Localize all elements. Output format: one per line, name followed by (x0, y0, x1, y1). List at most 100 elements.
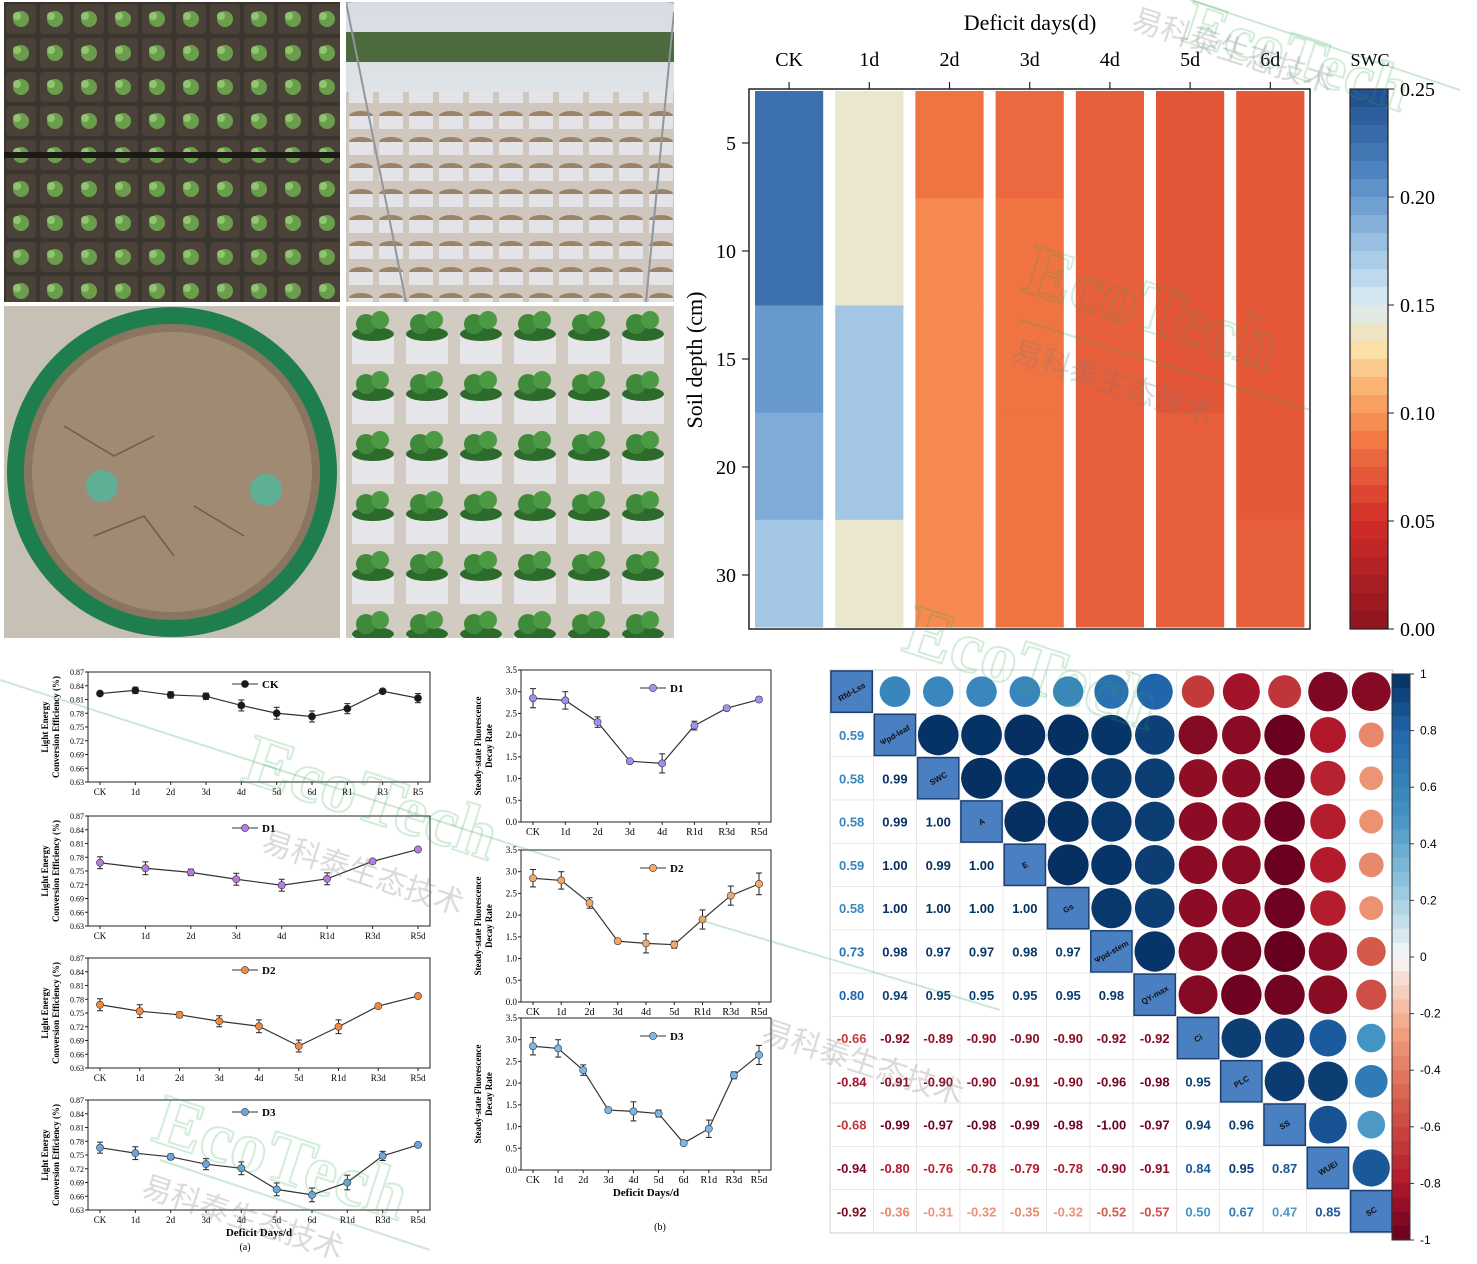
corr-value: 0.94 (1185, 1118, 1211, 1133)
corr-circle (1178, 759, 1218, 798)
corr-value: -0.92 (837, 1204, 867, 1219)
corr-colorbar-segment (1392, 702, 1410, 717)
subplot-ytick-label: 3.5 (506, 665, 518, 675)
subplot-xtick-label: 5d (272, 787, 282, 797)
heatmap-cell (1156, 91, 1225, 199)
heatmap-cell (915, 198, 984, 306)
colorbar-segment (1350, 89, 1388, 108)
subplot-ytick-label: 0.78 (70, 853, 84, 862)
corr-colorbar-label: -1 (1420, 1233, 1431, 1247)
corr-value: -0.99 (880, 1118, 910, 1133)
colorbar-segment (1350, 377, 1388, 396)
corr-colorbar-segment (1392, 1013, 1410, 1029)
swc-heatmap-panel: Deficit days(d) CK 1d 2d 3d 4d 5d 6d 5 10 15 20 30… (680, 0, 1475, 641)
subplot-xtick-label: CK (94, 931, 107, 941)
corr-circle (1268, 675, 1302, 709)
corr-value: -0.78 (967, 1161, 997, 1176)
colorbar-segment (1350, 431, 1388, 450)
subplot-xtick-label: 2d (186, 931, 196, 941)
corr-value: -0.90 (1097, 1161, 1127, 1176)
corr-circle (961, 714, 1002, 756)
heatmap-cell (755, 198, 824, 306)
data-point (529, 1042, 537, 1051)
subplot-ytick-label: 0.0 (506, 1165, 518, 1175)
corr-circle (1357, 1110, 1386, 1139)
corr-circle (923, 676, 954, 707)
data-point (237, 1164, 246, 1173)
colorbar-segment (1350, 341, 1388, 360)
data-point (215, 1017, 224, 1026)
corr-colorbar-label: 0.6 (1420, 780, 1437, 794)
corr-circle (1091, 714, 1132, 756)
heatmap-cell (755, 305, 824, 414)
corr-value: -0.92 (1140, 1031, 1170, 1046)
corr-value: 0.58 (839, 771, 864, 786)
subplot-ylabel: Conversion Efficiency (%) (51, 820, 61, 922)
heatmap-col-label: 3d (1020, 49, 1040, 71)
subplot-ytick-label: 1.0 (506, 954, 518, 964)
subplot-ylabel: Conversion Efficiency (%) (51, 676, 61, 778)
corr-value: -0.96 (1097, 1074, 1127, 1089)
data-point (141, 864, 150, 873)
subplot-ytick-label: 2.0 (506, 730, 518, 740)
corr-colorbar-segment (1392, 1084, 1410, 1099)
subplot-xtick-label: 3d (232, 931, 242, 941)
data-point (131, 1149, 140, 1158)
corr-value: -0.36 (880, 1204, 910, 1219)
subplot-xtick-label: 5d (294, 1073, 304, 1083)
line-subplot: 3.5 3.0 2.5 2.0 1.5 1.0 0.5 0.0 CK 1d 2d 3d 4d 5d 6d R1… (473, 1013, 772, 1199)
subplot-xtick-label: R5d (751, 1007, 768, 1018)
heatmap-cell (915, 91, 984, 199)
corr-diagonal-cell (1176, 1016, 1220, 1060)
corr-value: -0.79 (1010, 1161, 1040, 1176)
corr-colorbar-label: 0.8 (1420, 724, 1437, 738)
corr-value: -0.35 (1010, 1204, 1040, 1219)
corr-value: 0.97 (969, 944, 994, 959)
corr-value: -0.97 (923, 1118, 953, 1133)
corr-value: -0.98 (1140, 1074, 1170, 1089)
subplot-xtick-label: R1 (342, 787, 353, 797)
corr-colorbar-segment (1392, 928, 1410, 944)
heatmap-cell (1075, 305, 1144, 414)
corr-colorbar-segment (1392, 1126, 1410, 1142)
corr-circle (1221, 974, 1262, 1015)
subplot-ylabel: Light Energy (40, 987, 50, 1039)
colorbar-tick-label: 0.20 (1400, 187, 1435, 209)
subplot-xtick-label: CK (94, 787, 107, 797)
series-line (99, 689, 419, 718)
corr-value: 0.95 (1055, 988, 1080, 1003)
corr-value: -0.91 (880, 1074, 910, 1089)
subplot-xtick-label: R5d (751, 827, 768, 838)
data-point (414, 1141, 422, 1149)
corr-value: -0.97 (1140, 1118, 1170, 1133)
subplot-xtick-label: 4d (277, 931, 287, 941)
subplot-xlabel: Deficit Days/d (226, 1227, 292, 1239)
corr-circle (1264, 844, 1306, 886)
corr-circle (1091, 844, 1132, 886)
corr-circle (1221, 1018, 1262, 1058)
corr-value: 1.00 (1012, 901, 1037, 916)
subplot-xtick-label: 6d (308, 1215, 318, 1225)
corr-colorbar-segment (1392, 886, 1410, 901)
subplot-ytick-label: 0.0 (506, 817, 518, 827)
subplot-ytick-label: 0.87 (70, 1096, 84, 1105)
data-point (237, 701, 246, 710)
subplot-ylabel: Light Energy (40, 1129, 50, 1181)
subplot-ylabel: Light Energy (40, 845, 50, 897)
subplot-ytick-label: 0.63 (70, 1064, 84, 1073)
corr-value: 1.00 (969, 858, 994, 873)
heatmap-cell (1236, 91, 1305, 199)
corr-colorbar-segment (1392, 1070, 1410, 1085)
data-point (378, 1152, 387, 1160)
corr-circle (1310, 846, 1346, 883)
heatmap-cell (1075, 91, 1144, 199)
corr-circle (1351, 672, 1391, 712)
heatmap-cell (835, 519, 904, 628)
colorbar-segment (1350, 197, 1388, 216)
subplot-ytick-label: 0.78 (70, 1137, 84, 1146)
subplot-ytick-label: 0.81 (70, 982, 84, 991)
colorbar-title: SWC (1350, 50, 1389, 70)
corr-value: -0.52 (1097, 1204, 1127, 1219)
seedling-tray-image (4, 2, 340, 302)
